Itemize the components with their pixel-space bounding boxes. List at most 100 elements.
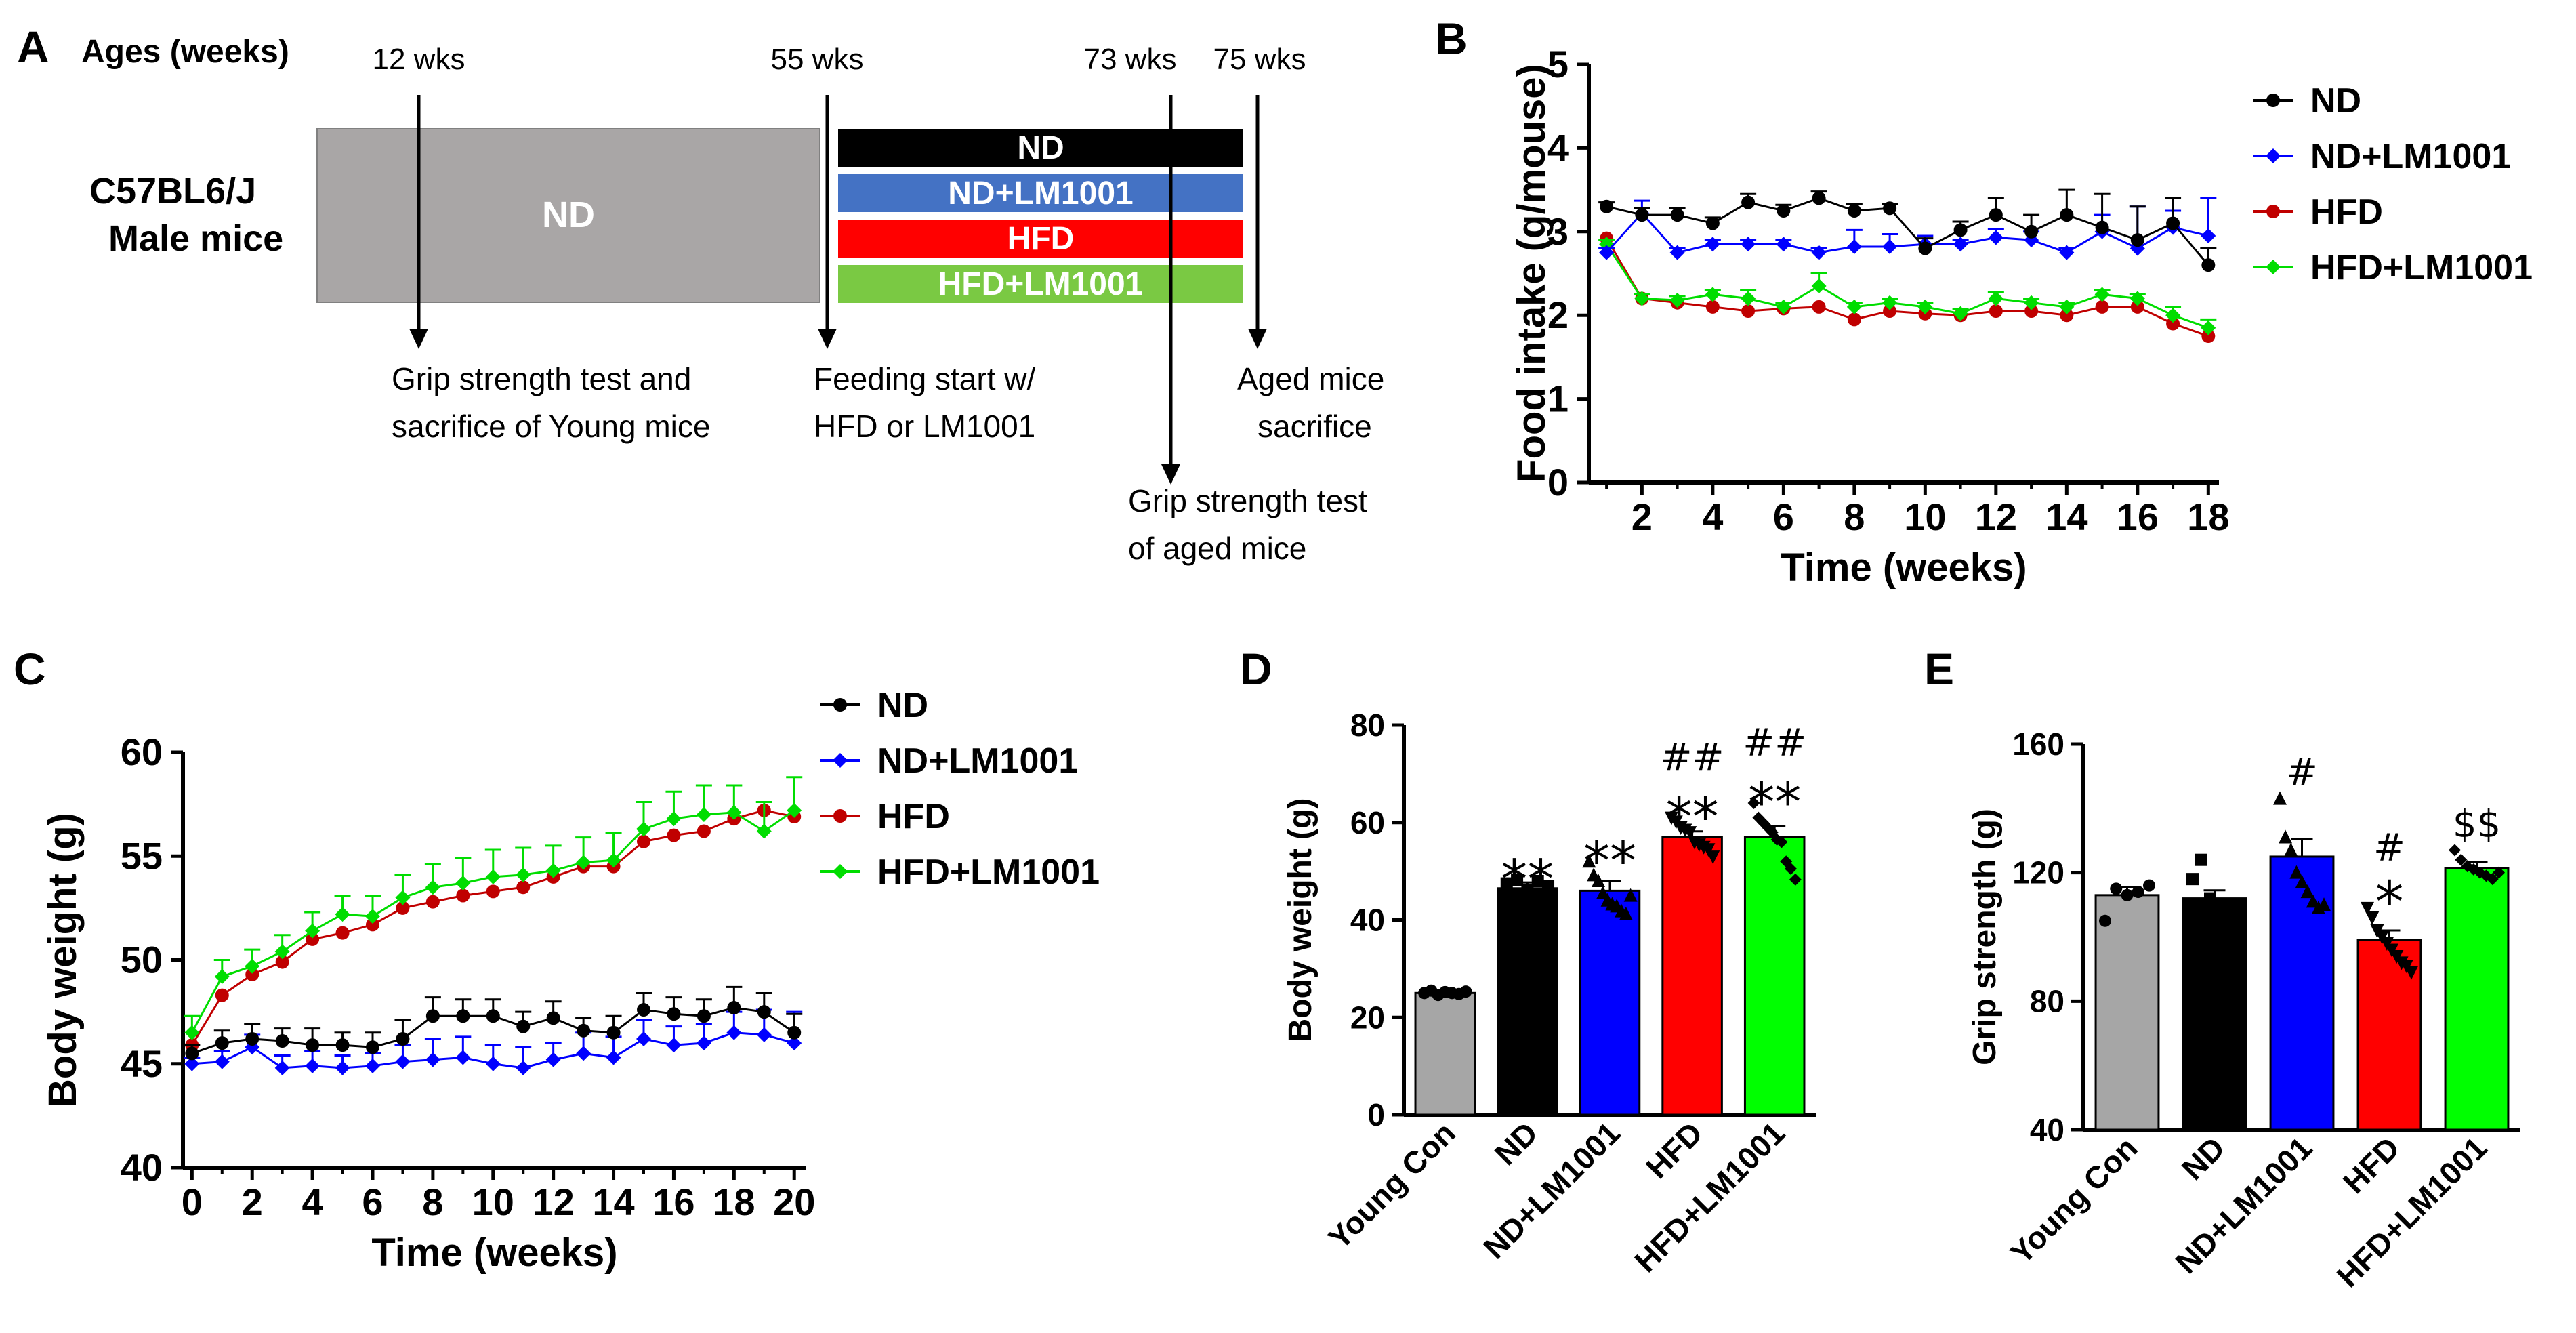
e-category-label: HFD+LM1001 <box>2330 1130 2494 1294</box>
c-point <box>516 1019 531 1033</box>
c-xtick-label: 2 <box>242 1181 263 1223</box>
d-category-label: ND <box>1488 1115 1545 1172</box>
c-ytick-label: 40 <box>121 1146 163 1189</box>
panel-letter-d: D <box>1240 644 1272 694</box>
c-point <box>456 1009 470 1023</box>
b-xtick-label: 2 <box>1632 495 1653 538</box>
b-point <box>1953 223 1968 237</box>
b-point <box>1917 299 1933 314</box>
mice-line1: C57BL6/J <box>89 171 256 211</box>
c-point <box>696 1035 711 1051</box>
e-ytick-label: 120 <box>2012 855 2064 890</box>
e-datapoint <box>2121 888 2134 901</box>
b-legend-label: HFD+LM1001 <box>2310 248 2533 287</box>
d-datapoint <box>1511 874 1524 886</box>
e-datapoint <box>2272 791 2287 805</box>
note-feeding-line2: HFD or LM1001 <box>814 409 1035 444</box>
b-legend-marker <box>2266 205 2280 218</box>
b-ytick-label: 0 <box>1547 461 1569 504</box>
c-point <box>666 1038 682 1053</box>
e-category-label: HFD <box>2336 1130 2407 1200</box>
d-bar <box>1414 991 1476 1116</box>
b-xlabel: Time (weeks) <box>1781 546 2027 590</box>
c-point <box>335 907 350 922</box>
nd-box <box>316 128 820 303</box>
c-point <box>787 1025 802 1040</box>
e-datapoint <box>2289 865 2304 879</box>
d-ytick-label: 20 <box>1350 1000 1385 1035</box>
c-ytick-label: 45 <box>121 1042 163 1085</box>
b-point <box>1811 279 1827 294</box>
c-point <box>335 1060 350 1075</box>
c-xtick-label: 10 <box>472 1181 514 1223</box>
note-young-line2: sacrifice of Young mice <box>392 409 711 444</box>
b-point <box>2130 291 2145 306</box>
e-ylabel: Grip strength (g) <box>1967 808 2003 1065</box>
b-point <box>1846 299 1862 314</box>
c-point <box>636 1031 651 1046</box>
c-point <box>666 811 682 827</box>
c-point <box>756 1027 772 1042</box>
b-point <box>2024 295 2039 310</box>
d-datapoint <box>1542 880 1555 893</box>
c-legend-label: HFD <box>877 797 950 836</box>
c-point <box>335 926 350 940</box>
c-legend-label: ND <box>877 686 928 725</box>
c-xlabel: Time (weeks) <box>371 1231 617 1275</box>
e-sig-top: # <box>2373 826 2405 870</box>
c-point <box>306 1038 320 1052</box>
b-point <box>1776 237 1791 252</box>
d-sig-bottom: ** <box>1501 850 1554 911</box>
c-point <box>606 1025 621 1040</box>
e-datapoint <box>2317 897 2331 911</box>
e-datapoint <box>2284 842 2298 857</box>
c-point <box>696 806 711 822</box>
c-point <box>214 1054 230 1069</box>
group-label-hfd-lm1001: HFD+LM1001 <box>938 266 1144 302</box>
e-bar <box>2444 867 2510 1131</box>
e-datapoint <box>2360 901 2374 916</box>
c-point <box>757 1005 771 1019</box>
b-xtick-label: 4 <box>1702 495 1723 538</box>
b-point <box>2060 208 2074 222</box>
c-legend-label: ND+LM1001 <box>877 741 1078 781</box>
d-ylabel: Body weight (g) <box>1283 798 1318 1042</box>
chart-body-weight-time: 40 45 50 55 60 0 2 4 6 8 10 12 14 16 18 20 Time (weeks) B… <box>41 686 1100 1275</box>
b-point <box>1988 230 2003 245</box>
c-point <box>697 824 711 838</box>
b-series-line-0 <box>1606 197 2209 266</box>
b-ytick-label: 2 <box>1547 293 1569 336</box>
c-point <box>425 895 440 909</box>
b-legend-label: HFD <box>2310 192 2383 232</box>
c-point <box>545 1052 561 1067</box>
note-grip-line1: Grip strength test <box>1128 483 1367 518</box>
d-datapoint <box>1701 843 1716 857</box>
c-point <box>637 834 650 848</box>
e-sig-top: $$ <box>2453 802 2501 846</box>
c-xtick-label: 18 <box>713 1181 755 1223</box>
b-point <box>2166 316 2180 331</box>
c-point <box>395 890 411 905</box>
d-datapoint <box>1521 883 1534 896</box>
e-category-label: Young Con <box>2003 1130 2144 1271</box>
c-point <box>335 1038 350 1052</box>
c-point <box>245 1031 259 1046</box>
d-datapoint <box>1747 797 1760 809</box>
b-ylabel: Food intake (g/mouse) <box>1510 64 1554 483</box>
e-datapoint <box>2279 829 2293 844</box>
c-point <box>485 1056 501 1071</box>
c-point <box>184 1056 200 1071</box>
c-point <box>306 932 320 946</box>
timepoint-12: 12 wks <box>373 43 465 76</box>
b-point <box>1847 312 1861 327</box>
b-point <box>1846 239 1862 255</box>
c-xtick-label: 0 <box>182 1181 203 1223</box>
c-point <box>606 1050 621 1065</box>
d-datapoint <box>1459 985 1472 998</box>
group-label-nd: ND <box>1017 130 1064 166</box>
timepoint-55: 55 wks <box>771 43 864 76</box>
e-datapoint <box>2448 844 2461 857</box>
b-point <box>2201 320 2216 335</box>
